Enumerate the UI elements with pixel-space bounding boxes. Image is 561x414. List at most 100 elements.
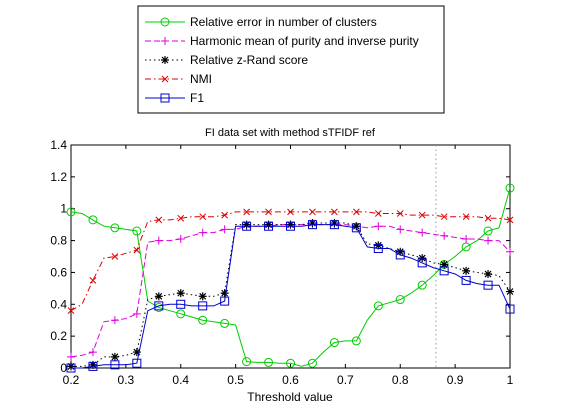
legend-marker [161,75,169,83]
data-point [220,318,230,328]
data-point [110,352,119,361]
data-point [395,295,405,305]
data-point [220,289,229,298]
legend-entry: F1 [145,91,204,105]
data-point [505,183,515,193]
series-5 [66,220,515,373]
x-tick-label: 0.7 [337,373,354,387]
data-point [110,360,120,370]
legend-entry: Harmonic mean of purity and inverse puri… [145,34,419,48]
series-line [71,224,511,369]
legend: Relative error in number of clusters Harm… [137,5,445,114]
data-point [88,360,97,369]
data-point [418,211,426,219]
data-point [220,225,229,234]
series-layer [66,183,515,373]
series-line [70,187,511,367]
data-point [483,280,493,290]
data-point [221,211,229,219]
data-point [307,220,317,230]
data-point [506,216,514,224]
data-point [440,231,449,240]
data-point [67,352,75,361]
data-point [88,361,98,371]
data-point [352,222,361,231]
axis-ticks: 0.2 0.3 0.4 0.5 0.6 0.7 0.8 0.9 100.20.40.60.811… [50,138,513,387]
legend-entry: Relative z-Rand score [145,53,308,67]
data-point [110,223,120,233]
data-point [461,275,471,285]
data-point [286,220,295,229]
data-point [198,228,207,237]
data-point [439,266,449,276]
data-point [265,208,272,216]
legend-marker [161,56,169,64]
series-3 [67,219,514,371]
data-point [287,208,294,216]
legend-marker [161,37,169,45]
data-point [155,216,163,224]
x-tick-label: 0.8 [392,373,409,387]
data-point [198,301,208,311]
data-point [132,309,141,318]
data-point [198,315,208,325]
data-point [177,214,185,222]
y-tick-label: 0.6 [50,265,67,279]
data-point [66,207,76,217]
data-point [396,225,405,234]
data-point [309,208,316,216]
legend-label: F1 [190,91,204,105]
y-tick-label: 0.4 [50,297,67,311]
data-point [154,236,163,245]
data-point [484,214,492,222]
legend-marker [160,17,170,27]
data-point [176,289,185,298]
data-point [396,210,404,217]
data-point [462,213,470,221]
data-point [352,208,360,216]
data-point [351,336,361,346]
chart-title: FI data set with method sTFIDF ref [205,127,376,139]
data-point [329,338,339,348]
legend-marker [160,93,170,103]
data-point [67,307,75,315]
data-point [329,220,339,230]
data-point [396,247,405,256]
data-point [506,287,514,296]
data-point [307,358,317,368]
data-point [331,208,338,216]
data-point [440,260,449,269]
data-point [154,301,164,311]
data-point [66,363,76,373]
data-point [286,221,295,231]
data-point [243,208,250,216]
data-point [198,292,207,301]
data-point [374,222,383,231]
data-point [264,220,273,229]
legend-entry: NMI [145,72,212,86]
data-point [308,219,317,228]
data-point [264,357,274,367]
data-point [89,277,97,284]
data-point [374,210,382,217]
data-point [395,250,405,260]
x-tick-label: 0.3 [118,373,135,387]
plot-area [70,144,511,369]
data-point [417,280,427,290]
data-point [373,244,383,254]
data-point [176,299,186,309]
data-point [418,228,427,237]
data-point [462,266,471,275]
data-point [176,309,186,319]
data-point [418,254,427,263]
y-tick-label: 1.4 [50,138,67,152]
data-point [220,296,230,306]
data-point [242,220,251,229]
y-tick-label: 0 [60,361,67,375]
legend-label: Relative error in number of clusters [190,15,377,29]
x-tick-label: 0.5 [227,373,244,387]
data-point [67,362,75,371]
data-point [132,348,141,357]
data-point [110,316,119,325]
data-point [330,219,339,228]
